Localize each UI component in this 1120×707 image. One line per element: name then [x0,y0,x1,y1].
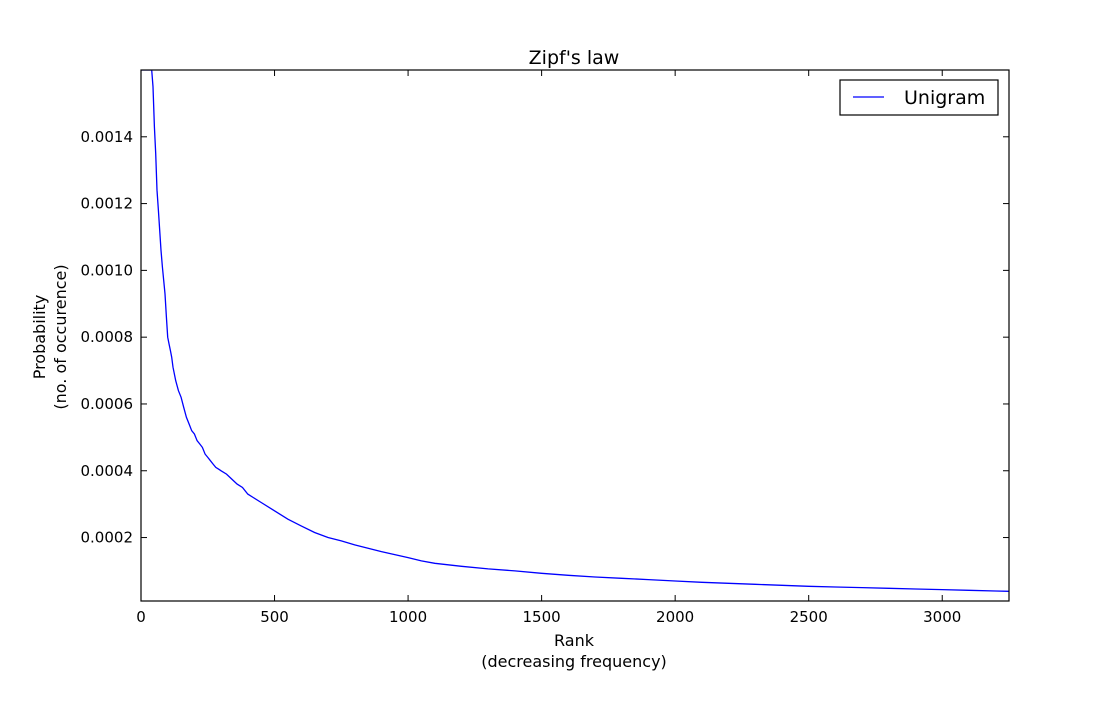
legend-label-unigram: Unigram [904,87,985,109]
y-axis-label-line2: (no. of occurence) [51,264,70,409]
x-tick-label: 1000 [389,608,427,626]
x-axis-label-line2: (decreasing frequency) [481,652,667,671]
y-tick-label: 0.0012 [81,195,134,213]
y-tick-label: 0.0014 [81,128,134,146]
y-tick-label: 0.0004 [81,462,134,480]
x-tick-label: 0 [136,608,146,626]
x-tick-label: 1500 [523,608,561,626]
x-axis-label-line1: Rank [554,631,595,650]
x-axis: 0 500 1000 1500 2000 2500 3000 [136,70,961,626]
y-tick-label: 0.0006 [81,395,134,413]
x-tick-label: 2500 [790,608,828,626]
legend: Unigram [839,79,999,116]
y-axis: 0.0002 0.0004 0.0006 0.0008 0.0010 0.0012 0.00… [81,128,1009,547]
y-axis-label-line1: Probability [30,295,49,380]
x-tick-label: 2000 [656,608,694,626]
plot-frame [140,69,1010,602]
series-line-unigram [141,70,1009,592]
x-tick-label: 500 [260,608,289,626]
y-tick-label: 0.0002 [81,529,134,547]
y-tick-label: 0.0008 [81,328,134,346]
x-tick-label: 3000 [923,608,961,626]
plot-area [140,69,1010,602]
y-tick-label: 0.0010 [81,261,134,279]
chart-title: Zipf's law [529,47,620,69]
